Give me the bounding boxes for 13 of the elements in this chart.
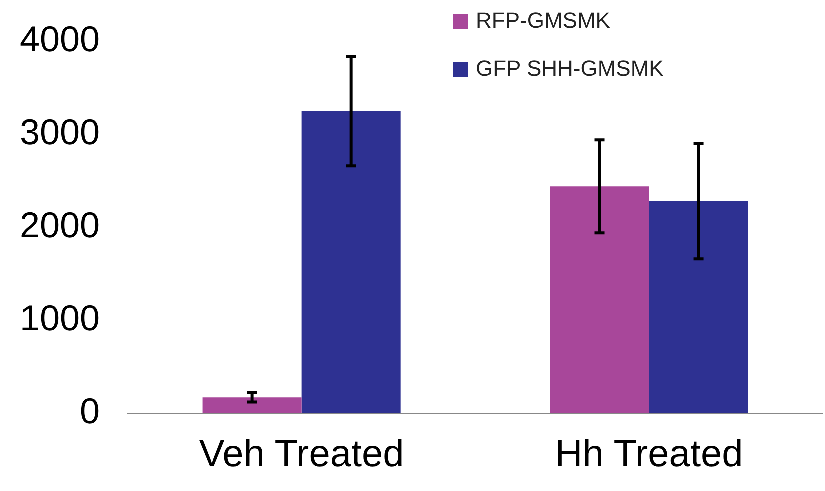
y-tick-label: 1000 <box>20 297 100 338</box>
y-tick-label: 3000 <box>20 111 100 152</box>
bar <box>302 111 401 414</box>
x-tick-label: Hh Treated <box>555 434 744 476</box>
bar <box>649 201 748 414</box>
bar <box>550 186 650 414</box>
legend-label: GFP SHH-GMSMK <box>476 56 664 82</box>
y-tick-label: 2000 <box>20 204 100 246</box>
y-tick-label: 4000 <box>20 18 100 60</box>
y-tick-label: 0 <box>80 390 100 432</box>
legend-label: RFP-GMSMK <box>476 8 610 34</box>
x-tick-label: Veh Treated <box>199 434 404 476</box>
bar <box>202 398 302 414</box>
